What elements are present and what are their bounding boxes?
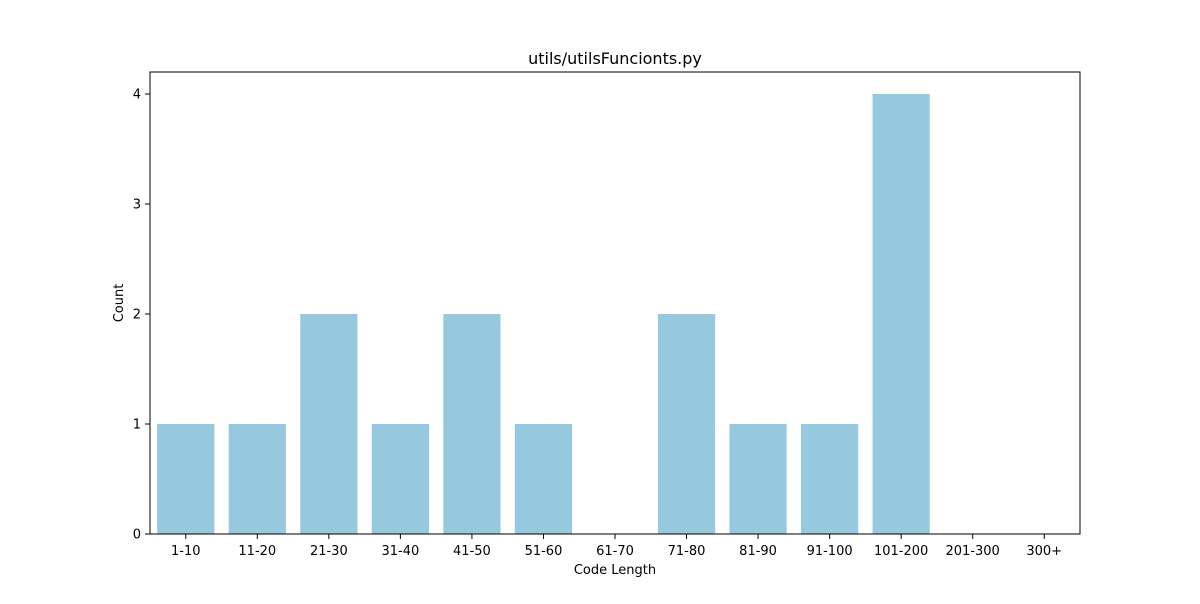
plot-frame [149,71,1081,535]
y-axis: 0 1 2 3 4 [133,88,150,543]
x-tick-label: 21-30 [310,544,348,559]
x-tick-label: 31-40 [381,544,419,559]
bar-71-80 [657,314,716,534]
bar-81-90 [729,424,787,534]
bar-91-100 [801,424,859,534]
bar-101-200 [872,94,930,534]
x-tick-label: 51-60 [525,544,563,559]
y-tick-label: 3 [133,198,141,213]
x-tick-label: 101-200 [874,544,928,559]
bar-31-40 [371,424,429,534]
chart-title: utils/utilsFuncionts.py [528,49,702,68]
x-tick-label: 11-20 [238,544,276,559]
y-tick-label: 2 [133,308,141,323]
x-tick-label: 1-10 [171,544,201,559]
x-tick-label: 81-90 [739,544,777,559]
y-tick-label: 1 [133,418,141,433]
bars-group [157,94,930,534]
x-tick-label: 41-50 [453,544,491,559]
bar-41-50 [443,314,501,534]
x-tick-label: 300+ [1026,544,1062,559]
bar-11-20 [228,424,286,534]
y-tick-label: 4 [133,88,141,103]
x-axis: 1-10 11-20 21-30 31-40 41-50 51-60 61-70 71-80 8… [171,534,1062,559]
x-tick-label: 61-70 [596,544,634,559]
x-tick-label: 91-100 [807,544,853,559]
y-axis-title: Count [112,284,127,323]
x-axis-title: Code Length [574,563,656,578]
bar-1-10 [157,424,215,534]
bar-51-60 [514,424,573,534]
y-tick-label: 0 [133,528,141,543]
bar-21-30 [300,314,358,534]
x-tick-label: 201-300 [946,544,1000,559]
x-tick-label: 71-80 [668,544,706,559]
